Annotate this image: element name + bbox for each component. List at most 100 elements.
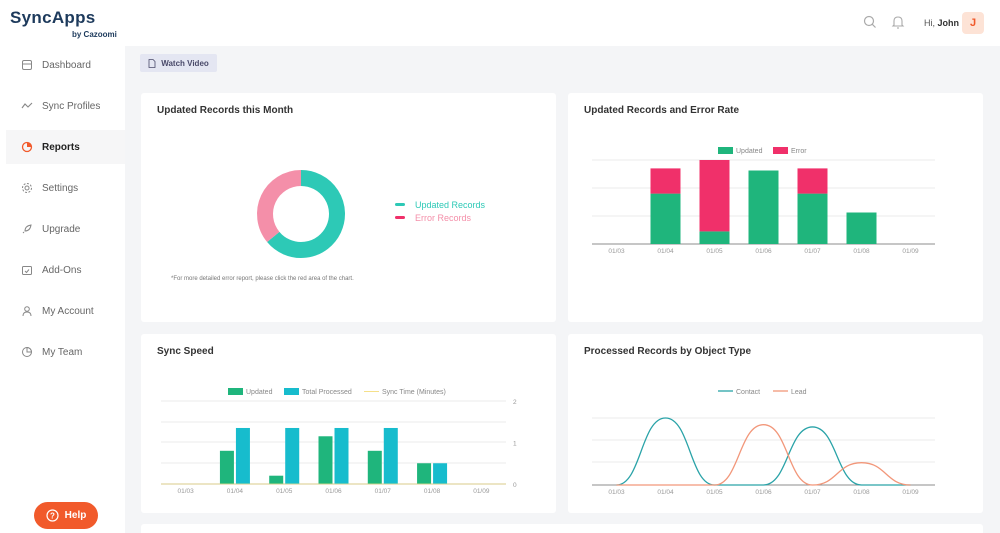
legend-label: Sync Time (Minutes) bbox=[382, 389, 446, 396]
x-tick-label: 01/09 bbox=[902, 248, 919, 255]
bar-total-processed-01/07[interactable] bbox=[383, 427, 398, 484]
sidebar-item-dashboard[interactable]: Dashboard bbox=[6, 48, 125, 82]
x-tick-label: 01/03 bbox=[178, 488, 195, 495]
rocket-icon bbox=[22, 224, 32, 234]
bar-updated-01/07[interactable] bbox=[797, 193, 828, 244]
bar-updated-01/04[interactable] bbox=[219, 450, 234, 484]
legend-swatch-error bbox=[395, 216, 405, 219]
calendar-check-icon bbox=[22, 266, 32, 275]
bar-error-01/04[interactable] bbox=[650, 168, 681, 194]
bar-error-01/07[interactable] bbox=[797, 168, 828, 194]
legend-label-updated: Updated Records bbox=[415, 200, 486, 210]
x-tick-label: 01/08 bbox=[853, 489, 870, 496]
help-label: Help bbox=[64, 510, 87, 521]
x-tick-label: 01/06 bbox=[755, 248, 772, 255]
search-icon[interactable] bbox=[862, 14, 878, 30]
donut-chart[interactable]: Updated Records Error Records *For more … bbox=[141, 93, 556, 322]
sidebar-item-label: My Account bbox=[42, 305, 94, 317]
top-header: SyncApps by Cazoomi Hi, John J bbox=[0, 0, 1000, 46]
user-name: John bbox=[937, 18, 960, 28]
y-tick-label: 1 bbox=[513, 441, 517, 448]
x-tick-label: 01/06 bbox=[755, 489, 772, 496]
logo[interactable]: SyncApps by Cazoomi bbox=[10, 8, 130, 39]
bar-updated-01/06[interactable] bbox=[318, 436, 333, 484]
main-content: Watch Video Updated Records this Month U… bbox=[125, 46, 1000, 533]
sidebar-item-label: Settings bbox=[42, 182, 79, 194]
sidebar-item-my-team[interactable]: My Team bbox=[6, 335, 125, 369]
x-tick-label: 01/09 bbox=[473, 488, 490, 495]
legend-label-error: Error Records bbox=[415, 213, 472, 223]
x-tick-label: 01/09 bbox=[902, 489, 919, 496]
sync-speed-chart[interactable]: 0 1 2 01/03 01/04 01/05 01/06 01/07 01/08 01/09 Up… bbox=[141, 334, 556, 513]
sidebar-item-label: Upgrade bbox=[42, 223, 81, 235]
card-sync-speed: Sync Speed 0 1 2 01/03 01/04 01/05 01/06 01/07 0… bbox=[141, 334, 556, 513]
sidebar: Dashboard Sync Profiles Reports Settings… bbox=[0, 46, 125, 533]
legend-label: Updated bbox=[736, 148, 763, 155]
sidebar-item-sync-profiles[interactable]: Sync Profiles bbox=[6, 89, 125, 123]
card-next-partial bbox=[141, 524, 983, 533]
bar-updated-01/06[interactable] bbox=[748, 170, 779, 245]
legend-label: Total Processed bbox=[302, 389, 352, 396]
bar-total-processed-01/04[interactable] bbox=[235, 427, 250, 484]
sidebar-item-upgrade[interactable]: Upgrade bbox=[6, 212, 125, 246]
svg-text:?: ? bbox=[50, 512, 55, 521]
logo-main-text: SyncApps bbox=[10, 8, 96, 27]
bar-updated-01/05[interactable] bbox=[699, 231, 730, 244]
greeting-text: Hi, bbox=[924, 18, 935, 28]
object-type-line-chart[interactable]: 01/03 01/04 01/05 01/06 01/07 01/08 01/09 Conta… bbox=[568, 334, 983, 513]
x-tick-label: 01/04 bbox=[657, 489, 674, 496]
y-tick-label: 0 bbox=[513, 482, 517, 489]
sidebar-item-add-ons[interactable]: Add-Ons bbox=[6, 253, 125, 287]
legend-label: Contact bbox=[736, 389, 760, 396]
line-series-lead[interactable] bbox=[616, 424, 911, 486]
bar-updated-01/05[interactable] bbox=[269, 475, 284, 484]
x-tick-label: 01/04 bbox=[227, 488, 244, 495]
card-error-rate: Updated Records and Error Rate 01/03 01/0… bbox=[568, 93, 983, 322]
bar-total-processed-01/06[interactable] bbox=[334, 427, 349, 484]
gear-icon bbox=[22, 183, 32, 193]
help-button[interactable]: ? Help bbox=[34, 502, 98, 529]
bar-total-processed-01/08[interactable] bbox=[433, 463, 448, 484]
bar-updated-01/07[interactable] bbox=[367, 450, 382, 484]
legend-swatch bbox=[228, 388, 243, 395]
sidebar-item-label: Sync Profiles bbox=[42, 100, 101, 112]
x-tick-label: 01/07 bbox=[375, 488, 392, 495]
avatar[interactable]: J bbox=[962, 12, 984, 34]
bell-icon[interactable] bbox=[890, 14, 906, 30]
bar-total-processed-01/05[interactable] bbox=[285, 427, 300, 484]
watch-video-label: Watch Video bbox=[161, 58, 209, 68]
bar-updated-01/08[interactable] bbox=[417, 463, 432, 484]
x-tick-label: 01/05 bbox=[706, 489, 723, 496]
sidebar-item-label: Reports bbox=[42, 141, 80, 153]
line-series-contact[interactable] bbox=[616, 417, 911, 486]
team-pie-icon bbox=[22, 346, 33, 357]
bar-updated-01/04[interactable] bbox=[650, 193, 681, 244]
y-tick-label: 2 bbox=[513, 399, 517, 406]
sidebar-item-settings[interactable]: Settings bbox=[6, 171, 125, 205]
document-icon bbox=[148, 58, 156, 68]
donut-slice-updated-records[interactable] bbox=[267, 170, 345, 258]
logo-sub-text: by Cazoomi bbox=[72, 30, 117, 39]
bar-error-01/05[interactable] bbox=[699, 160, 730, 232]
watch-video-button[interactable]: Watch Video bbox=[140, 54, 217, 72]
dashboard-icon bbox=[22, 60, 32, 70]
donut-slice-error-records[interactable] bbox=[257, 170, 302, 243]
card-title: Updated Records and Error Rate bbox=[584, 105, 740, 116]
user-greeting: Hi, John bbox=[924, 18, 959, 28]
x-tick-label: 01/04 bbox=[657, 248, 674, 255]
x-tick-label: 01/08 bbox=[424, 488, 441, 495]
question-icon: ? bbox=[46, 509, 59, 522]
x-tick-label: 01/05 bbox=[706, 248, 723, 255]
user-icon bbox=[22, 306, 32, 317]
card-title: Processed Records by Object Type bbox=[584, 346, 752, 357]
bar-updated-01/08[interactable] bbox=[846, 212, 877, 245]
stacked-bar-chart[interactable]: 01/03 01/04 01/05 01/06 01/07 01/08 01/09Updat… bbox=[568, 93, 983, 322]
sidebar-item-my-account[interactable]: My Account bbox=[6, 294, 125, 328]
legend-swatch bbox=[718, 147, 733, 154]
card-title: Updated Records this Month bbox=[157, 105, 294, 116]
x-tick-label: 01/07 bbox=[804, 489, 821, 496]
sidebar-item-label: My Team bbox=[42, 346, 83, 358]
card-updated-records-month: Updated Records this Month Updated Recor… bbox=[141, 93, 556, 322]
sidebar-item-reports[interactable]: Reports bbox=[6, 130, 125, 164]
card-title: Sync Speed bbox=[157, 346, 214, 357]
